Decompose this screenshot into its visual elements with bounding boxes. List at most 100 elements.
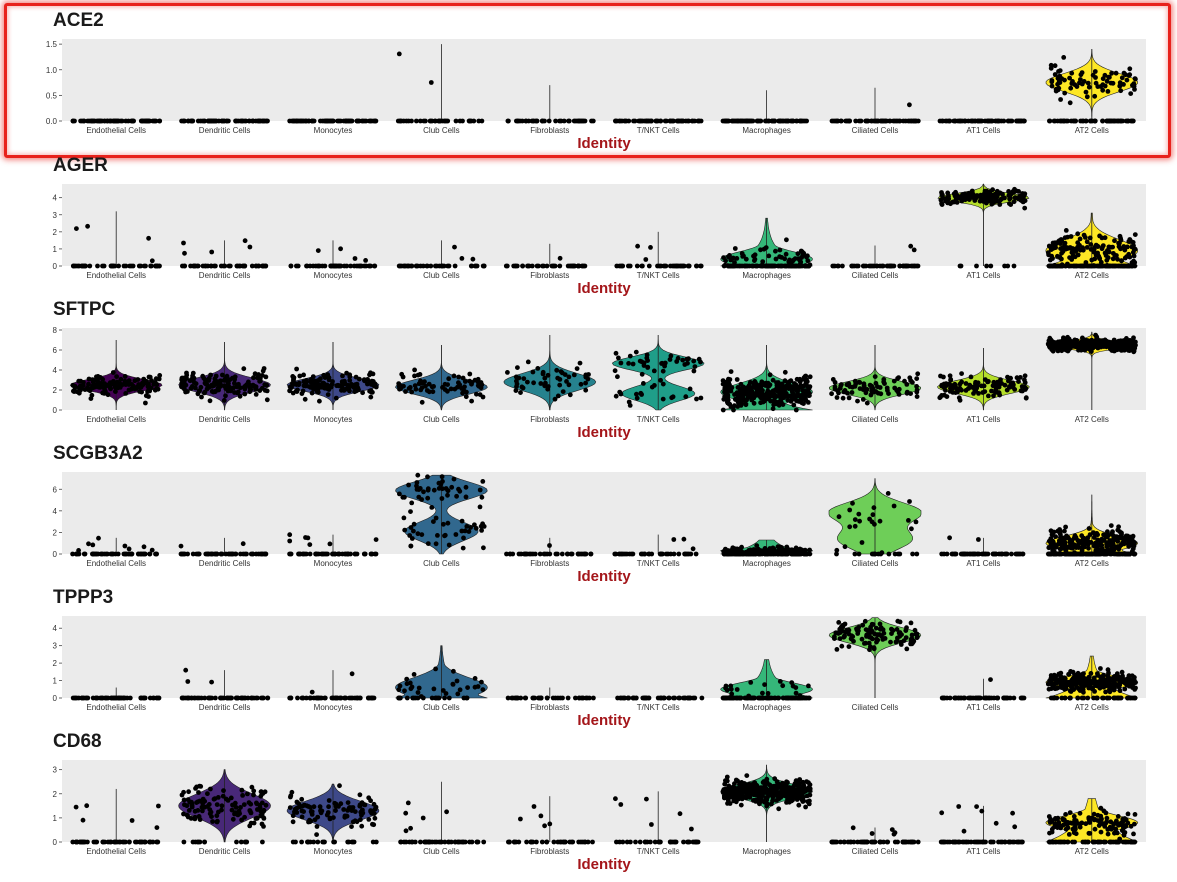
data-point xyxy=(1102,72,1108,78)
data-point xyxy=(793,407,799,413)
data-point xyxy=(1084,239,1090,245)
data-point xyxy=(871,505,877,511)
data-point xyxy=(213,695,218,701)
data-point xyxy=(211,389,216,395)
data-point xyxy=(1008,118,1013,124)
data-point xyxy=(101,391,107,396)
data-point xyxy=(850,384,855,390)
data-point xyxy=(307,263,313,269)
data-point xyxy=(649,384,655,390)
data-point xyxy=(480,687,486,692)
data-point xyxy=(1120,540,1125,546)
data-point xyxy=(198,384,204,390)
violin-group-dendritic-cells xyxy=(178,342,271,411)
data-point xyxy=(737,263,743,269)
data-point xyxy=(1057,68,1063,73)
data-point xyxy=(100,551,105,557)
data-point xyxy=(897,118,903,124)
data-point xyxy=(454,678,460,684)
violin-group-t-nkt-cells xyxy=(613,118,704,124)
data-point xyxy=(873,625,879,631)
data-point xyxy=(137,389,143,394)
data-point xyxy=(442,387,448,392)
category-label-fibroblasts: Fibroblasts xyxy=(530,703,569,712)
data-point xyxy=(983,200,989,206)
data-point xyxy=(1098,263,1104,269)
violin-group-ciliated-cells xyxy=(829,87,921,124)
data-point xyxy=(588,551,594,557)
data-point xyxy=(370,118,376,124)
data-point xyxy=(223,383,229,389)
data-point xyxy=(208,263,214,269)
data-point xyxy=(1070,79,1075,84)
data-point xyxy=(939,551,945,557)
data-point xyxy=(1022,377,1027,383)
data-point xyxy=(690,546,696,552)
data-point xyxy=(646,263,652,269)
data-point xyxy=(416,685,422,691)
category-label-at1-cells: AT1 Cells xyxy=(966,559,1000,568)
data-point xyxy=(1081,232,1087,238)
data-point xyxy=(1067,75,1072,81)
data-point xyxy=(526,118,531,124)
data-point xyxy=(785,393,790,399)
data-point xyxy=(288,263,294,269)
data-point xyxy=(994,188,1000,194)
data-point xyxy=(895,551,901,557)
data-point xyxy=(867,647,872,653)
data-point xyxy=(70,118,76,124)
violin-group-at2-cells xyxy=(1045,331,1138,410)
data-point xyxy=(505,118,511,124)
data-point xyxy=(892,385,898,391)
violin-group-ciliated-cells xyxy=(828,345,922,411)
data-point xyxy=(743,401,748,407)
data-point xyxy=(178,543,184,549)
data-point xyxy=(504,551,509,557)
data-point xyxy=(542,551,548,557)
data-point xyxy=(574,366,580,371)
data-point xyxy=(838,118,844,124)
data-point xyxy=(613,393,619,399)
violin-group-macrophages xyxy=(720,217,813,269)
y-tick-label: 6 xyxy=(53,485,58,494)
data-point xyxy=(989,118,995,124)
data-point xyxy=(460,375,466,381)
data-point xyxy=(1018,118,1023,124)
data-point xyxy=(791,402,797,408)
data-point xyxy=(913,519,919,525)
data-point xyxy=(778,400,784,405)
category-label-fibroblasts: Fibroblasts xyxy=(530,126,569,135)
data-point xyxy=(513,388,519,393)
data-point xyxy=(185,695,191,701)
data-point xyxy=(1055,118,1060,124)
data-point xyxy=(855,263,861,269)
data-point xyxy=(914,376,920,381)
data-point xyxy=(914,394,920,399)
violin-group-macrophages xyxy=(720,345,813,413)
data-point xyxy=(725,400,731,406)
data-point xyxy=(550,695,556,701)
data-point xyxy=(108,386,113,392)
data-point xyxy=(1075,252,1081,258)
data-point xyxy=(976,118,981,124)
data-point xyxy=(579,695,584,701)
data-point xyxy=(147,695,153,701)
data-point xyxy=(446,542,452,548)
data-point xyxy=(734,390,740,396)
data-point xyxy=(729,118,735,124)
data-point xyxy=(250,551,256,557)
data-point xyxy=(910,551,915,557)
data-point xyxy=(983,551,989,557)
data-point xyxy=(564,379,569,384)
data-point xyxy=(433,666,438,672)
data-point xyxy=(71,388,76,394)
data-point xyxy=(452,244,457,250)
data-point xyxy=(142,695,147,701)
data-point xyxy=(320,118,326,124)
data-point xyxy=(154,382,160,388)
data-point xyxy=(899,632,904,637)
y-tick-label: 2 xyxy=(53,228,58,237)
data-point xyxy=(98,118,104,124)
